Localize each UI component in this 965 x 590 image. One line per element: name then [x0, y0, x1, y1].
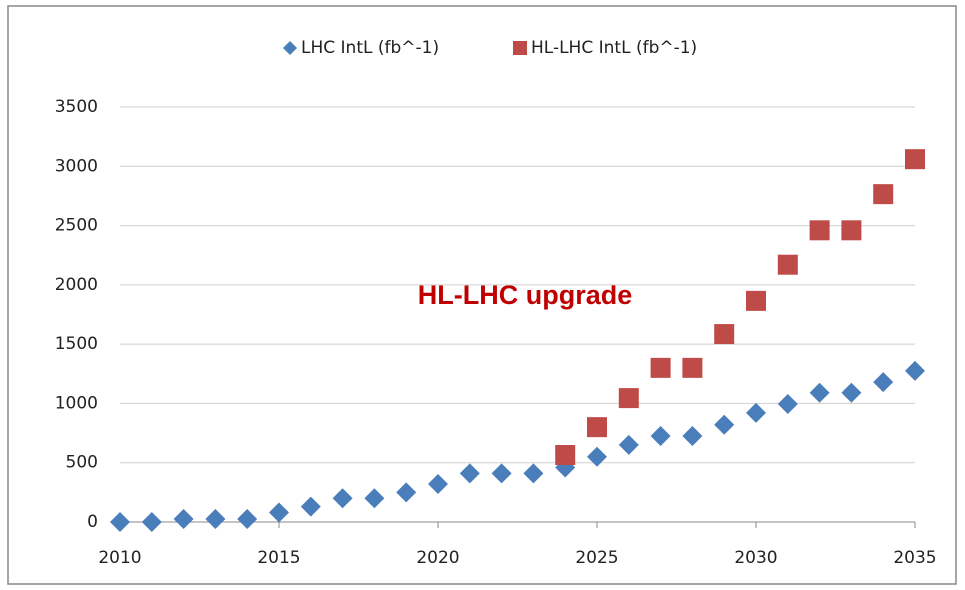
point	[777, 394, 798, 415]
point	[777, 254, 798, 275]
x-tick-label: 2035	[893, 548, 936, 568]
point	[555, 445, 576, 466]
y-tick-label: 3000	[55, 156, 98, 176]
point	[491, 463, 512, 484]
point	[332, 488, 353, 509]
point	[714, 414, 735, 435]
y-tick-label: 1500	[55, 334, 98, 354]
legend-swatch	[513, 41, 527, 55]
point	[650, 357, 671, 378]
legend-label: LHC IntL (fb^-1)	[301, 38, 439, 58]
point	[587, 446, 607, 467]
point	[682, 426, 703, 447]
y-tick-label: 0	[87, 512, 98, 532]
point	[682, 357, 703, 378]
point	[523, 463, 544, 484]
y-tick-label: 3500	[55, 97, 98, 117]
legend-item: LHC IntL (fb^-1)	[283, 38, 439, 58]
legend-label: HL-LHC IntL (fb^-1)	[531, 38, 697, 58]
point	[269, 502, 289, 523]
point	[746, 402, 766, 423]
y-tick-label: 2000	[55, 275, 98, 295]
point	[809, 220, 830, 241]
point	[237, 509, 258, 530]
x-tick-label: 2020	[416, 548, 459, 568]
point	[841, 382, 862, 403]
point	[300, 496, 321, 517]
point	[809, 382, 830, 403]
chart-border	[7, 5, 957, 585]
point	[173, 509, 194, 530]
point	[905, 149, 925, 170]
point	[110, 512, 130, 532]
x-tick-label: 2010	[98, 548, 141, 568]
point	[618, 434, 639, 455]
point	[396, 482, 417, 503]
point	[873, 184, 894, 205]
x-tick-label: 2025	[575, 548, 618, 568]
y-tick-label: 500	[66, 453, 98, 473]
point	[618, 388, 639, 409]
point	[746, 290, 766, 311]
point	[873, 372, 894, 393]
point	[905, 360, 925, 381]
point	[459, 463, 480, 484]
point	[205, 509, 226, 530]
x-tick-label: 2030	[734, 548, 777, 568]
point	[714, 324, 735, 345]
point	[650, 426, 671, 447]
point	[141, 512, 162, 532]
y-tick-label: 2500	[55, 216, 98, 236]
point	[841, 220, 862, 241]
y-tick-label: 1000	[55, 393, 98, 413]
point	[428, 474, 448, 495]
legend-item: HL-LHC IntL (fb^-1)	[513, 38, 697, 58]
point	[587, 417, 607, 438]
x-tick-label: 2015	[257, 548, 300, 568]
point	[364, 488, 385, 509]
legend-swatch	[283, 41, 297, 55]
